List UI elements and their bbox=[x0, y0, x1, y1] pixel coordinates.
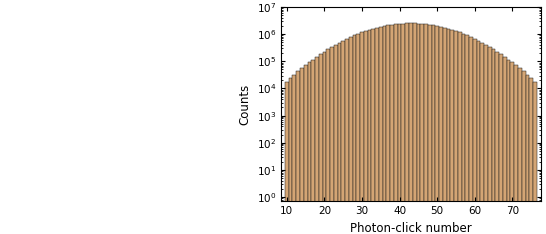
Bar bbox=[469, 37, 473, 234]
Bar bbox=[424, 24, 428, 234]
Bar bbox=[394, 24, 397, 234]
Bar bbox=[315, 57, 319, 234]
Bar bbox=[495, 52, 499, 234]
Bar bbox=[525, 75, 529, 234]
Bar bbox=[330, 47, 334, 234]
Bar bbox=[390, 25, 394, 234]
Bar bbox=[431, 25, 435, 234]
Bar bbox=[401, 24, 405, 234]
Bar bbox=[484, 45, 488, 234]
Bar bbox=[461, 34, 465, 234]
Bar bbox=[311, 59, 315, 234]
Bar bbox=[304, 65, 307, 234]
Bar bbox=[285, 82, 289, 234]
Bar bbox=[473, 39, 477, 234]
Bar bbox=[507, 59, 511, 234]
Bar bbox=[492, 49, 495, 234]
Bar bbox=[397, 24, 401, 234]
Bar bbox=[360, 32, 364, 234]
Bar bbox=[533, 82, 537, 234]
Bar bbox=[364, 31, 367, 234]
Bar bbox=[522, 71, 525, 234]
Bar bbox=[300, 68, 304, 234]
Bar bbox=[458, 32, 461, 234]
Bar bbox=[511, 62, 514, 234]
Bar bbox=[420, 24, 424, 234]
Bar bbox=[413, 23, 417, 234]
Bar bbox=[371, 29, 375, 234]
Bar bbox=[349, 37, 353, 234]
Bar bbox=[293, 75, 296, 234]
Bar bbox=[337, 43, 341, 234]
Bar bbox=[477, 41, 480, 234]
Bar bbox=[454, 31, 458, 234]
Bar bbox=[307, 62, 311, 234]
Bar bbox=[529, 78, 533, 234]
Bar bbox=[387, 25, 390, 234]
Bar bbox=[327, 49, 330, 234]
Bar bbox=[319, 54, 323, 234]
Bar bbox=[480, 43, 484, 234]
Bar bbox=[383, 26, 387, 234]
Bar bbox=[503, 57, 507, 234]
Bar bbox=[439, 27, 443, 234]
Bar bbox=[447, 29, 450, 234]
Bar bbox=[488, 47, 492, 234]
Bar bbox=[379, 27, 383, 234]
Bar bbox=[367, 30, 371, 234]
Bar bbox=[514, 65, 518, 234]
Bar bbox=[323, 52, 327, 234]
Bar bbox=[345, 39, 349, 234]
Bar bbox=[428, 25, 431, 234]
Bar bbox=[334, 45, 337, 234]
X-axis label: Photon-click number: Photon-click number bbox=[350, 222, 472, 234]
Bar bbox=[443, 28, 447, 234]
Bar bbox=[465, 35, 469, 234]
Bar bbox=[296, 71, 300, 234]
Bar bbox=[353, 35, 357, 234]
Bar bbox=[409, 23, 413, 234]
Bar bbox=[417, 24, 420, 234]
Bar bbox=[435, 26, 439, 234]
Bar bbox=[450, 30, 454, 234]
Bar bbox=[357, 34, 360, 234]
Bar bbox=[499, 54, 503, 234]
Bar bbox=[405, 23, 409, 234]
Bar bbox=[341, 41, 345, 234]
Bar bbox=[518, 68, 522, 234]
Bar bbox=[375, 28, 379, 234]
Bar bbox=[289, 78, 293, 234]
Y-axis label: Counts: Counts bbox=[238, 84, 251, 125]
